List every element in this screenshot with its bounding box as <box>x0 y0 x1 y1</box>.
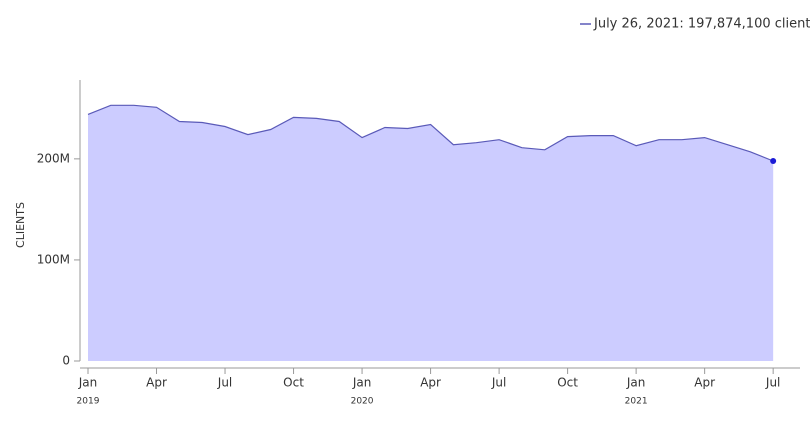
y-axis-label: CLIENTS <box>14 202 27 248</box>
legend-label: July 26, 2021: 197,874,100 clients <box>593 17 810 32</box>
area <box>88 105 774 361</box>
x-year-label: 2021 <box>625 397 648 407</box>
end-marker <box>770 158 777 165</box>
x-year-label: 2019 <box>77 397 100 407</box>
x-tick-label: Jan <box>78 376 98 390</box>
y-tick-label: 0 <box>62 354 70 368</box>
line <box>87 104 774 162</box>
x-tick-label: Jan <box>626 376 646 390</box>
x-tick-label: Jul <box>765 376 780 390</box>
x-tick-label: Apr <box>146 376 167 390</box>
x-tick-label: Jul <box>217 376 232 390</box>
x-tick-label: Apr <box>420 376 441 390</box>
x-tick-label: Jan <box>352 376 372 390</box>
x-tick-label: Apr <box>694 376 715 390</box>
y-tick-label: 100M <box>37 252 70 266</box>
x-year-label: 2020 <box>351 397 374 407</box>
x-tick-label: Oct <box>283 376 304 390</box>
y-tick-label: 200M <box>37 151 70 165</box>
x-tick-label: Jul <box>491 376 506 390</box>
x-tick-label: Oct <box>557 376 578 390</box>
